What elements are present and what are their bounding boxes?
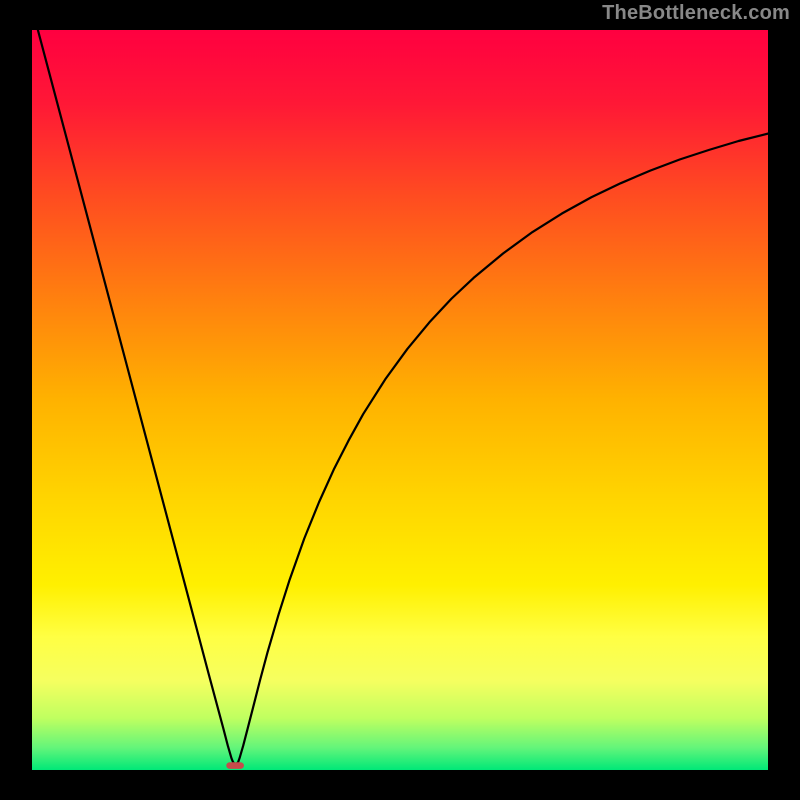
chart-background bbox=[32, 30, 768, 770]
watermark-label: TheBottleneck.com bbox=[602, 2, 790, 25]
bottleneck-chart bbox=[32, 30, 768, 770]
optimal-marker bbox=[226, 762, 244, 769]
